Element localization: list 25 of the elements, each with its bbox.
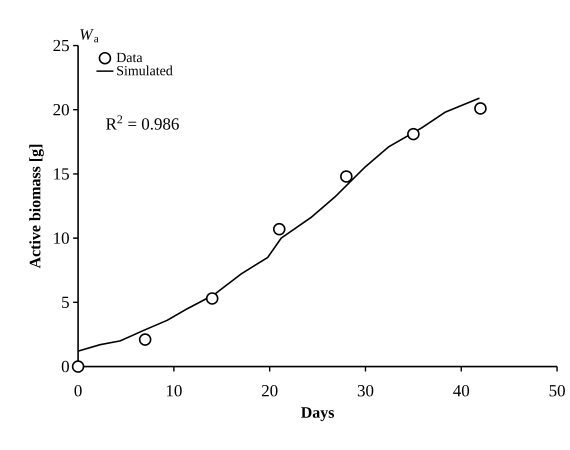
annotation: R$^{2}$ = 0.986 [106,115,179,130]
point [407,128,420,140]
x-tick-label: 40 [453,384,470,396]
x-axis-title: Days [301,407,334,422]
y-tick-label: 25 [53,40,69,52]
y-tick-label: 0 [62,360,69,372]
y-tick-label: 15 [54,168,69,180]
point [340,170,353,183]
legend-label: Data [116,52,142,62]
point [474,102,487,115]
y-axis-title: Active biomass [g] [29,144,44,268]
y-tick-label: 10 [54,232,69,244]
point [138,333,152,346]
legend-label: Simulated [117,66,173,76]
x-tick-label: 30 [358,384,374,396]
point [72,360,84,373]
x-tick-label: 20 [262,384,278,396]
x-tick-label: 10 [166,384,182,396]
point [272,222,286,236]
x-tick-label: 0 [74,384,82,396]
text: W$_{a}$ [80,29,99,42]
y-tick-label: 20 [53,104,69,116]
point [206,292,218,305]
x-tick-label: 50 [550,384,565,396]
y-tick-label: 5 [62,296,69,308]
